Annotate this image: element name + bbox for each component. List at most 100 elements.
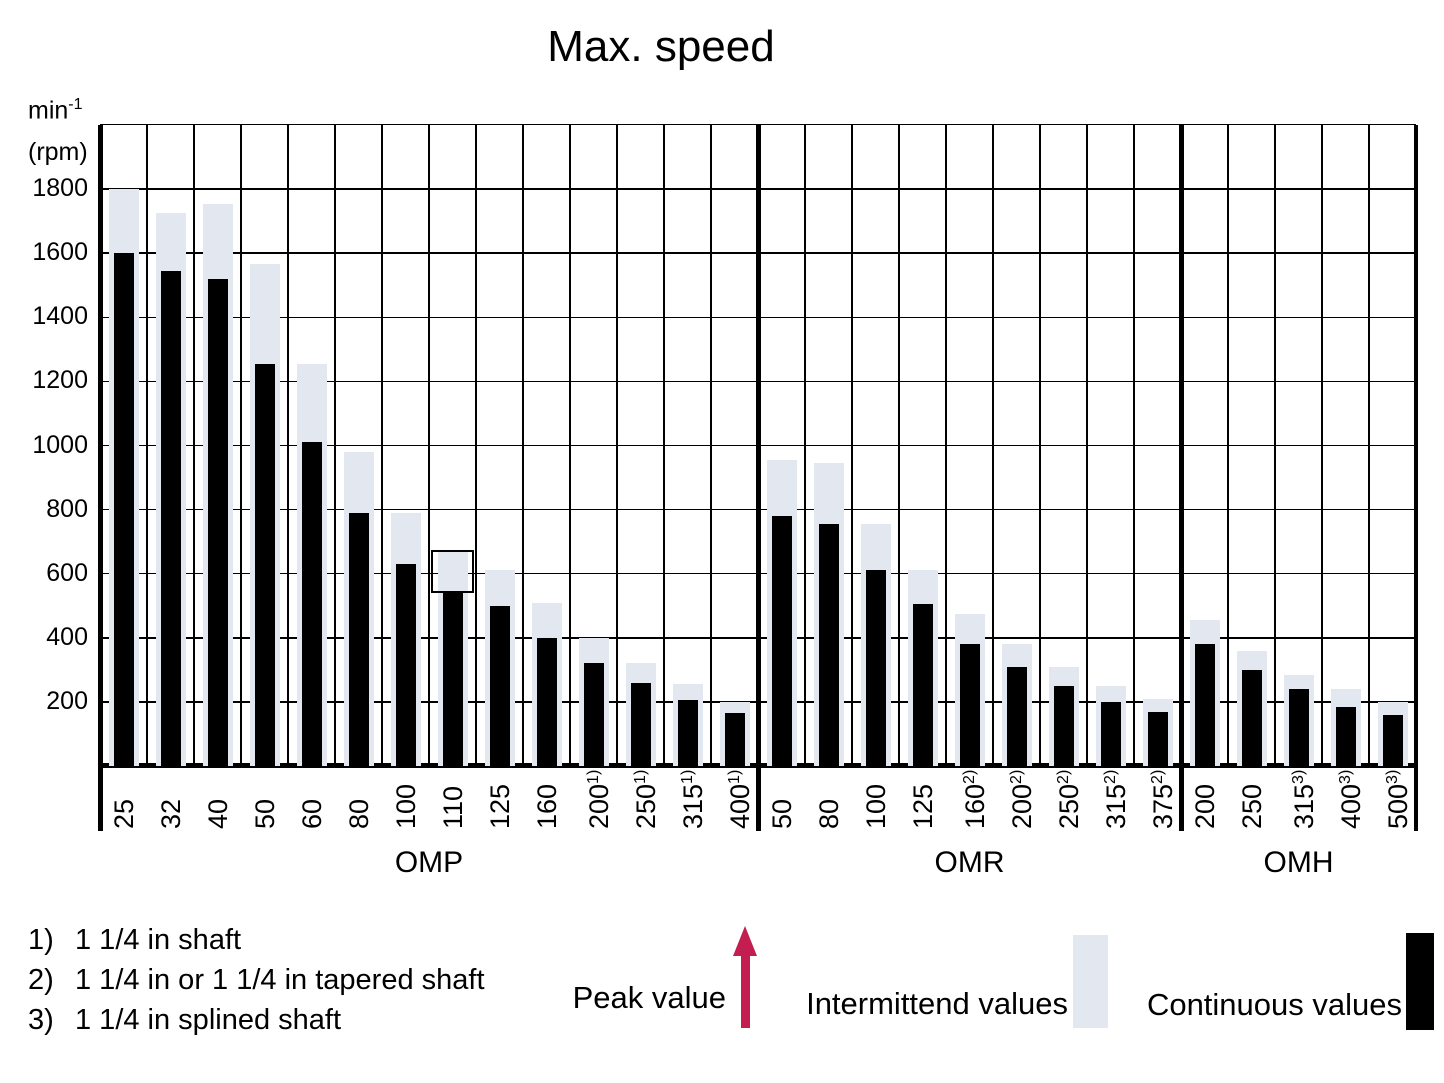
gridline-v-15 [804, 125, 806, 766]
y-tick-label-1200: 1200 [32, 366, 88, 395]
bar-continuous-OMP-80 [348, 512, 369, 766]
x-tick-label-OMP-40: 40 [202, 798, 233, 829]
x-tick-label-OMR-100: 100 [860, 783, 891, 829]
bar-continuous-OMP-125 [489, 605, 510, 766]
y-tick-label-1800: 1800 [32, 174, 88, 203]
bar-continuous-OMR-80 [818, 524, 839, 766]
gridline-v-16 [851, 125, 853, 766]
gridline-v-26 [1321, 125, 1323, 766]
legend-intermittent-label: Intermittend values [806, 986, 1068, 1021]
x-tick-label-OMP-125: 125 [484, 783, 515, 829]
x-tick-label-OMR-375: 3752) [1147, 769, 1178, 829]
footnote-text-1: 1 1/4 in shaft [75, 924, 242, 956]
bar-continuous-OMP-110 [442, 592, 463, 766]
x-tick-label-OMP-200: 2001) [583, 769, 614, 829]
bar-continuous-OMP-200 [583, 663, 604, 766]
x-tick-label-OMP-400: 4001) [724, 769, 755, 829]
y-axis-unit-line1: min-1 [28, 96, 83, 125]
bar-continuous-OMP-32 [160, 270, 181, 766]
x-tick-label-OMP-80: 80 [343, 798, 374, 829]
group-label-OMR: OMR [934, 846, 1005, 879]
gridline-v-18 [945, 125, 947, 766]
footnote-2: 2) 1 1/4 in or 1 1/4 in tapered shaft [28, 960, 485, 1000]
bar-continuous-OMR-315 [1100, 701, 1121, 766]
gridline-v-9 [522, 125, 524, 766]
x-tick-label-OMR-200: 2002) [1006, 769, 1037, 829]
bar-continuous-OMP-60 [301, 442, 322, 766]
x-tick-label-OMP-110: 110 [437, 785, 468, 829]
bar-continuous-OMH-200 [1194, 644, 1215, 766]
gridline-v-25 [1274, 125, 1276, 766]
footnotes: 1) 1 1/4 in shaft 2) 1 1/4 in or 1 1/4 in t… [28, 920, 485, 1040]
bar-continuous-OMR-100 [865, 570, 886, 766]
footnote-3: 3) 1 1/4 in splined shaft [28, 1000, 485, 1040]
y-axis-line [98, 125, 103, 831]
x-tick-label-OMR-315: 3152) [1100, 769, 1131, 829]
y-tick-label-1400: 1400 [32, 302, 88, 331]
footnote-marker-3: 3) [28, 1004, 54, 1036]
gridline-v-7 [428, 125, 430, 766]
gridline-v-2 [193, 125, 195, 766]
footnote-text-2: 1 1/4 in or 1 1/4 in tapered shaft [75, 964, 485, 996]
x-tick-label-OMP-50: 50 [249, 798, 280, 829]
footnote-1: 1) 1 1/4 in shaft [28, 920, 485, 960]
x-tick-label-OMH-250: 250 [1236, 783, 1267, 829]
gridline-v-8 [475, 125, 477, 766]
gridline-v-13 [710, 125, 712, 766]
arrow-head [733, 926, 757, 956]
y-tick-label-200: 200 [46, 686, 88, 715]
x-tick-label-OMP-60: 60 [296, 798, 327, 829]
bar-continuous-OMH-500 [1382, 714, 1403, 766]
x-tick-label-OMH-400: 4003) [1335, 769, 1366, 829]
y-axis-unit-line2: (rpm) [28, 138, 88, 167]
section-divider-1 [755, 125, 761, 831]
x-tick-label-OMH-200: 200 [1189, 783, 1220, 829]
bar-continuous-OMR-125 [912, 604, 933, 766]
y-tick-label-400: 400 [46, 622, 88, 651]
y-tick-label-1600: 1600 [32, 238, 88, 267]
bar-continuous-OMR-250 [1053, 685, 1074, 766]
bar-continuous-OMH-400 [1335, 706, 1356, 766]
x-tick-label-OMR-80: 80 [813, 798, 844, 829]
bar-continuous-OMP-315 [677, 700, 698, 766]
legend-intermittent-swatch [1073, 935, 1108, 1028]
gridline-v-24 [1227, 125, 1229, 766]
gridline-v-17 [898, 125, 900, 766]
bar-continuous-OMP-100 [395, 564, 416, 766]
legend-peak-value-label: Peak value [572, 980, 726, 1015]
bar-continuous-OMR-160 [959, 644, 980, 766]
gridline-v-10 [569, 125, 571, 766]
gridline-v-5 [334, 125, 336, 766]
x-tick-label-OMH-315: 3153) [1288, 769, 1319, 829]
x-tick-label-OMR-160: 1602) [959, 769, 990, 829]
y-tick-label-600: 600 [46, 558, 88, 587]
arrow-shaft [740, 956, 750, 1028]
bar-continuous-OMR-50 [771, 516, 792, 766]
footnote-marker-1: 1) [28, 924, 54, 956]
bar-continuous-OMP-25 [113, 253, 134, 766]
chart-title: Max. speed [547, 22, 775, 71]
bar-continuous-OMP-160 [536, 637, 557, 766]
gridline-v-27 [1368, 125, 1370, 766]
x-axis-line [98, 763, 1418, 768]
section-divider-2 [1178, 125, 1184, 831]
plot-area [98, 124, 1418, 831]
y-axis-unit: min-1 (rpm) [28, 84, 88, 173]
gridline-v-22 [1133, 125, 1135, 766]
outline-box-OMP-110 [430, 549, 474, 593]
group-label-OMH: OMH [1263, 846, 1334, 879]
x-tick-label-OMP-25: 25 [108, 798, 139, 829]
x-tick-label-OMR-125: 125 [907, 783, 938, 829]
plot-right-border [1413, 125, 1418, 831]
gridline-v-3 [240, 125, 242, 766]
x-tick-label-OMP-315: 3151) [677, 769, 708, 829]
x-tick-label-OMH-500: 5003) [1382, 769, 1413, 829]
y-tick-label-800: 800 [46, 494, 88, 523]
bar-continuous-OMP-50 [254, 363, 275, 766]
gridline-v-11 [616, 125, 618, 766]
gridline-v-20 [1039, 125, 1041, 766]
x-tick-label-OMP-250: 2501) [630, 769, 661, 829]
gridline-v-12 [663, 125, 665, 766]
group-label-OMP: OMP [394, 846, 464, 879]
bar-continuous-OMP-400 [724, 713, 745, 766]
